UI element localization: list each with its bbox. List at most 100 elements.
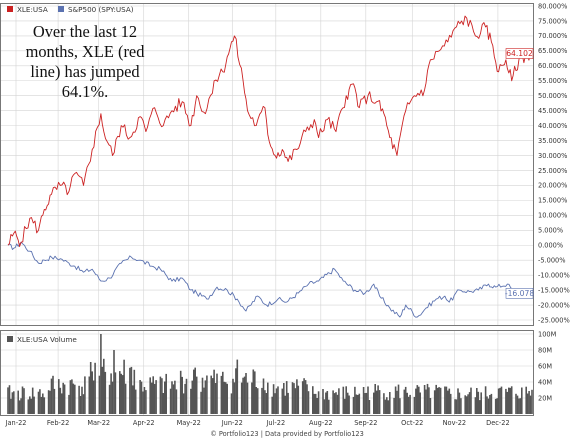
volume-bar [179, 370, 182, 414]
volume-bar [344, 398, 346, 414]
volume-bar [386, 397, 388, 414]
volume-bar [468, 392, 471, 414]
volume-bar [455, 399, 458, 414]
volume-bar [345, 386, 347, 414]
price-y-tick-label: 25.000% [538, 167, 567, 175]
volume-bar [261, 387, 263, 414]
volume-bar [119, 371, 121, 414]
volume-bar [69, 380, 72, 414]
volume-bar [27, 399, 30, 414]
volume-bar [98, 375, 101, 414]
volume-bar [499, 387, 501, 414]
volume-bar [150, 382, 153, 414]
volume-bar [31, 387, 34, 414]
price-y-tick-label: -5.000% [538, 256, 566, 264]
volume-bar [521, 387, 523, 414]
volume-bar [191, 380, 194, 414]
price-y-tick-labels: -25.000% -20.000% -15.000% -10.000% -5.000% 0… [538, 2, 570, 324]
x-tick-label: Aug-22 [309, 419, 333, 427]
volume-bar [428, 387, 430, 414]
volume-bar [222, 371, 224, 414]
volume-bar [230, 393, 233, 414]
volume-bar [333, 393, 336, 414]
price-y-tick-label: -25.000% [538, 316, 570, 324]
volume-bar [368, 400, 371, 414]
volume-bar [297, 385, 300, 414]
volume-bar [164, 381, 166, 414]
volume-bar [274, 393, 276, 414]
volume-bar [81, 386, 83, 414]
volume-bar [23, 388, 25, 414]
spy-line [7, 241, 531, 318]
volume-bar [304, 380, 307, 414]
volume-bar [342, 386, 345, 414]
end-value-labels: 64.102 -16.078 [505, 48, 534, 299]
volume-bar [373, 392, 375, 414]
volume-legend-label: XLE:USA Volume [17, 335, 77, 344]
volume-bar [406, 392, 408, 414]
volume-bar [130, 366, 133, 414]
volume-bar [171, 381, 173, 414]
volume-bar [134, 389, 137, 414]
volume-bar [243, 376, 246, 414]
volume-bar [251, 382, 253, 414]
volume-bar [519, 398, 522, 414]
volume-bar [43, 397, 46, 414]
volume-bar [354, 386, 356, 414]
volume-bar [433, 390, 436, 414]
volume-bar [111, 381, 114, 414]
volume-bar [283, 383, 285, 414]
volume-y-tick-labels: 20M 40M 60M 80M 100M [538, 330, 557, 402]
volume-bar [458, 392, 461, 414]
volume-bar [104, 371, 107, 414]
volume-bar [194, 367, 196, 414]
volume-bar [162, 393, 165, 414]
volume-bar [470, 387, 472, 414]
volume-bar [416, 385, 419, 414]
volume-bar [505, 388, 507, 414]
volume-bar [242, 377, 244, 414]
xle-line [7, 15, 531, 247]
price-y-tick-label: 30.000% [538, 152, 567, 160]
volume-bar [397, 384, 400, 414]
price-plot-border [0, 3, 534, 326]
volume-bar [447, 390, 449, 414]
x-tick-label: Dec-22 [486, 419, 510, 427]
volume-bar [285, 381, 288, 414]
volume-bar [449, 393, 452, 414]
volume-bar [415, 388, 417, 414]
volume-bar [206, 375, 208, 414]
price-y-tick-label: -20.000% [538, 301, 570, 309]
x-tick-label: Feb-22 [47, 419, 69, 427]
price-y-tick-label: 80.000% [538, 2, 567, 10]
volume-bar [182, 393, 185, 414]
volume-bar [101, 366, 104, 414]
volume-bar [267, 382, 269, 414]
volume-bar [252, 369, 255, 414]
volume-bar [40, 396, 43, 414]
volume-bar [193, 369, 195, 414]
volume-bar [232, 378, 234, 414]
volume-bar [489, 395, 491, 414]
volume-bar [165, 373, 167, 414]
volume-bar [254, 371, 256, 414]
xle-legend-swatch [7, 6, 13, 12]
volume-bar [49, 390, 51, 414]
volume-bar [346, 392, 349, 414]
volume-bar [226, 383, 228, 414]
volume-bar [223, 381, 226, 414]
volume-bar [303, 378, 305, 414]
volume-bar [143, 387, 146, 414]
price-y-tick-label: 45.000% [538, 107, 567, 115]
volume-bar [515, 393, 517, 414]
x-tick-labels: Jan-22 Feb-22 Mar-22 Apr-22 May-22 Jun-22 Jul-… [5, 419, 510, 427]
volume-bar [17, 390, 19, 414]
volume-bar [236, 359, 239, 414]
volume-bar [438, 387, 440, 414]
volume-bar [190, 388, 192, 414]
price-y-tick-label: 40.000% [538, 122, 567, 130]
volume-bar [287, 392, 289, 414]
volume-bar [216, 373, 218, 414]
volume-bar [293, 383, 295, 414]
volume-bar [496, 398, 498, 414]
